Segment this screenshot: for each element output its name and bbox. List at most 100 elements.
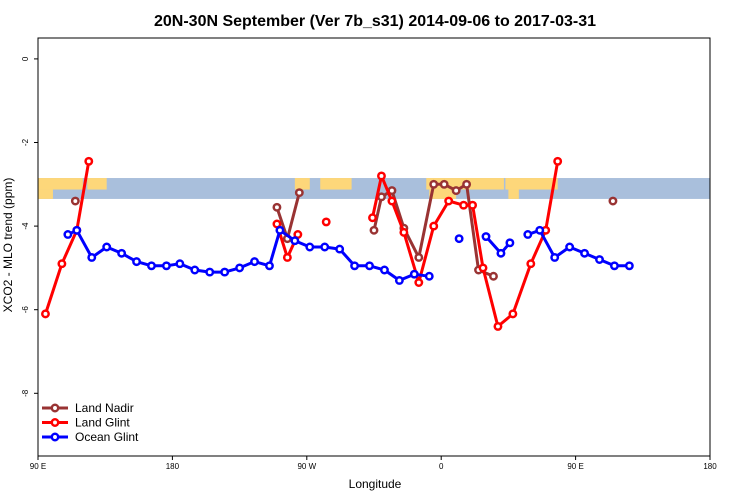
chart-title: 20N-30N September (Ver 7b_s31) 2014-09-0… bbox=[154, 13, 596, 30]
data-point bbox=[535, 225, 545, 235]
y-axis-label: XCO2 - MLO trend (ppm) bbox=[1, 178, 15, 313]
data-point bbox=[481, 232, 491, 242]
y-tick-label: 0 bbox=[21, 56, 30, 61]
data-point bbox=[505, 238, 515, 248]
map-land bbox=[429, 189, 457, 199]
data-point bbox=[409, 269, 419, 279]
map-land bbox=[508, 189, 519, 199]
data-point bbox=[275, 225, 285, 235]
data-point bbox=[290, 236, 300, 246]
axes: 90 E 180 90 W 0 90 E 180 0 -2 -4 -6 -8 bbox=[21, 37, 717, 471]
data-point bbox=[526, 259, 536, 269]
data-point bbox=[493, 321, 503, 331]
x-axis-label: Longitude bbox=[349, 477, 402, 491]
data-point bbox=[147, 261, 156, 271]
data-point bbox=[161, 261, 171, 271]
world-map-band bbox=[38, 178, 710, 199]
legend-marker bbox=[50, 432, 60, 442]
x-tick-label: 90 E bbox=[30, 462, 46, 471]
data-point bbox=[496, 248, 506, 258]
data-point bbox=[439, 179, 449, 189]
data-point bbox=[550, 253, 560, 262]
data-point bbox=[235, 263, 245, 273]
map-land bbox=[294, 178, 310, 190]
y-tick-label: -2 bbox=[21, 138, 30, 146]
data-point bbox=[63, 230, 73, 239]
x-tick-label: 90 E bbox=[567, 462, 583, 471]
data-point bbox=[57, 259, 67, 269]
y-tick-label: -4 bbox=[21, 222, 30, 230]
data-point bbox=[205, 267, 215, 277]
series-layer bbox=[41, 156, 634, 331]
data-point bbox=[175, 259, 185, 269]
data-point bbox=[220, 267, 230, 277]
data-point bbox=[102, 242, 112, 252]
data-point bbox=[553, 156, 563, 166]
data-point bbox=[335, 244, 345, 254]
data-point bbox=[580, 248, 590, 258]
data-point bbox=[294, 188, 304, 198]
data-point bbox=[84, 156, 94, 166]
data-point bbox=[365, 261, 374, 271]
data-point bbox=[489, 271, 498, 281]
data-point bbox=[282, 253, 292, 262]
data-point bbox=[368, 213, 377, 223]
series-line bbox=[527, 228, 630, 268]
data-point bbox=[350, 261, 360, 271]
map-land bbox=[320, 178, 352, 190]
data-point bbox=[459, 200, 469, 210]
data-point bbox=[272, 202, 282, 212]
data-point bbox=[444, 196, 454, 206]
data-point bbox=[41, 309, 50, 319]
map-ocean bbox=[38, 178, 710, 199]
data-point bbox=[424, 271, 434, 281]
data-point bbox=[265, 261, 274, 271]
data-point bbox=[399, 227, 409, 237]
data-point bbox=[565, 242, 575, 252]
data-point bbox=[117, 248, 127, 258]
series-line bbox=[44, 161, 91, 315]
data-point bbox=[429, 179, 439, 189]
data-point bbox=[377, 171, 386, 181]
x-tick-label: 0 bbox=[439, 462, 444, 471]
data-point bbox=[508, 309, 518, 319]
data-point bbox=[429, 221, 439, 231]
x-tick-label: 180 bbox=[166, 462, 180, 471]
data-point bbox=[377, 192, 386, 202]
data-point bbox=[624, 261, 634, 271]
legend-marker bbox=[50, 403, 60, 413]
data-point bbox=[380, 265, 389, 275]
legend-marker bbox=[50, 418, 60, 427]
data-point bbox=[609, 261, 619, 271]
legend-label: Land Nadir bbox=[75, 401, 134, 415]
plot-frame bbox=[37, 37, 711, 457]
data-point bbox=[478, 263, 488, 273]
data-point bbox=[321, 217, 331, 227]
data-point bbox=[72, 225, 82, 235]
x-tick-label: 90 W bbox=[297, 462, 316, 471]
data-point bbox=[523, 230, 533, 239]
legend-item: Land Glint bbox=[42, 416, 130, 430]
y-tick-label: -8 bbox=[21, 389, 30, 397]
x-tick-label: 180 bbox=[703, 462, 717, 471]
data-point bbox=[369, 225, 379, 235]
data-point bbox=[414, 278, 424, 287]
y-tick-label: -6 bbox=[21, 306, 30, 314]
data-point bbox=[250, 257, 259, 267]
data-point bbox=[320, 242, 330, 252]
legend-item: Land Nadir bbox=[42, 401, 134, 415]
data-point bbox=[468, 200, 478, 210]
data-point bbox=[132, 257, 142, 267]
legend-label: Land Glint bbox=[75, 416, 130, 430]
data-point bbox=[190, 265, 200, 275]
series-land-glint bbox=[41, 156, 563, 331]
series-ocean-glint bbox=[63, 225, 634, 285]
data-point bbox=[454, 234, 464, 244]
map-land bbox=[38, 178, 83, 190]
map-land bbox=[87, 178, 107, 190]
data-point bbox=[87, 253, 97, 262]
legend-item: Ocean Glint bbox=[42, 430, 139, 444]
data-point bbox=[595, 255, 604, 264]
